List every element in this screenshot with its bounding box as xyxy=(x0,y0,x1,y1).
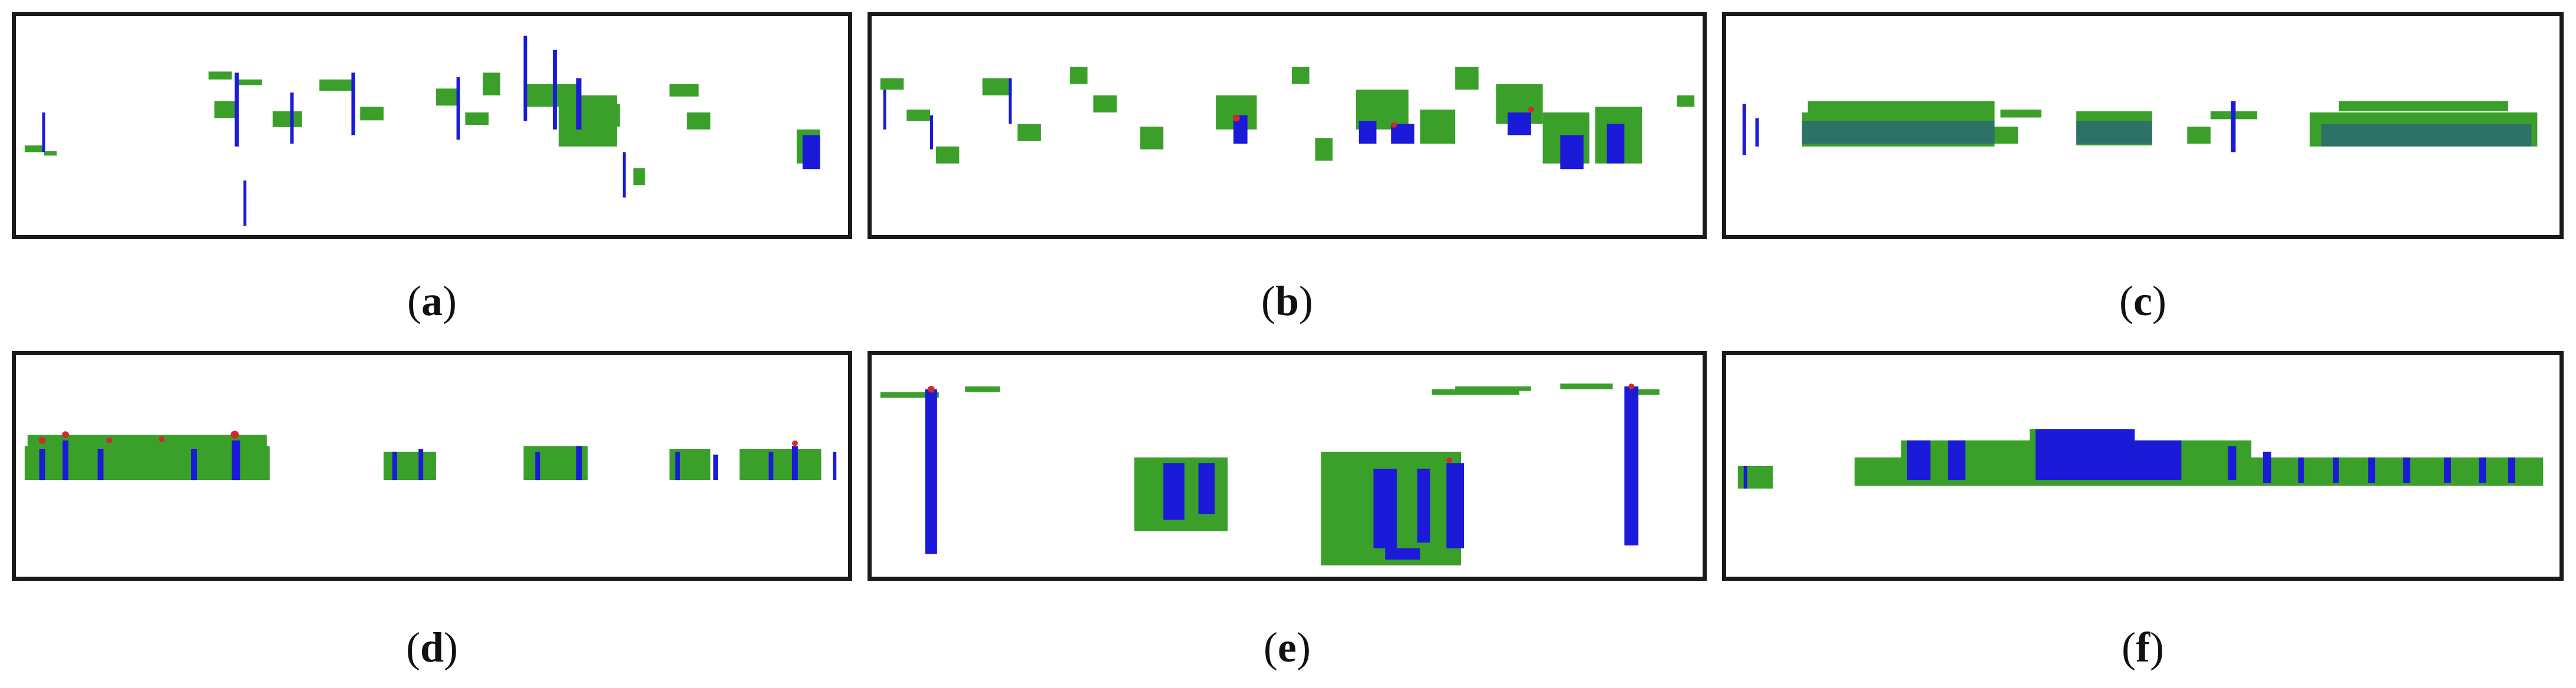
caption-e: (e) xyxy=(1264,624,1311,671)
panel-b-point-cloud xyxy=(868,12,1707,239)
panel-c-point-cloud xyxy=(1722,12,2564,239)
point-cloud-e xyxy=(880,383,1660,565)
point-cloud-c xyxy=(1742,101,2538,156)
caption-f: (f) xyxy=(2122,624,2164,671)
panel-a-point-cloud xyxy=(12,12,852,239)
panel-e-point-cloud xyxy=(868,351,1707,581)
point-cloud-a xyxy=(24,35,820,226)
caption-a: (a) xyxy=(407,277,457,325)
caption-c: (c) xyxy=(2119,277,2166,325)
point-cloud-f xyxy=(1737,429,2544,489)
panel-d-point-cloud xyxy=(12,351,852,581)
point-cloud-d xyxy=(24,431,837,481)
panel-f-point-cloud xyxy=(1722,351,2564,581)
caption-d: (d) xyxy=(405,624,458,671)
caption-b: (b) xyxy=(1261,277,1313,325)
point-cloud-b xyxy=(880,67,1695,170)
